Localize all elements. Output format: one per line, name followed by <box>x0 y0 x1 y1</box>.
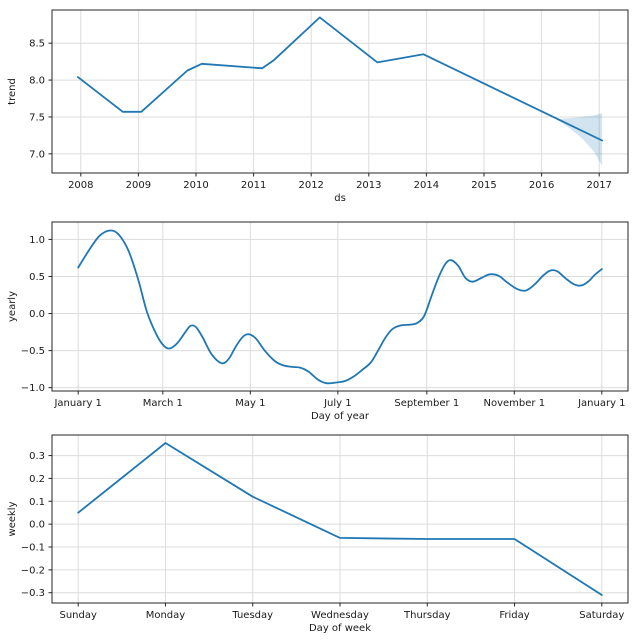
yearly-y-tick-label: 0.5 <box>29 272 45 283</box>
trend-x-tick-label: 2008 <box>68 180 93 191</box>
yearly-line <box>77 229 603 385</box>
trend-y-tick-label: 7.0 <box>29 149 45 160</box>
yearly-axes-spines <box>51 221 629 392</box>
weekly-y-tick-label: 0.1 <box>29 497 45 508</box>
trend-y-tick-label: 8.0 <box>29 76 45 87</box>
trend-x-tick-label: 2017 <box>586 180 611 191</box>
weekly-x-tick-label: Tuesday <box>231 610 273 621</box>
yearly-xlabel: Day of year <box>311 411 370 422</box>
yearly-y-tick-label: −1.0 <box>21 383 45 394</box>
yearly-x-tick-label: July 1 <box>323 398 352 409</box>
trend-line <box>77 16 603 142</box>
yearly-x-tick-label: January 1 <box>577 398 625 409</box>
weekly-x-tick-label: Wednesday <box>311 610 369 621</box>
trend-x-tick-label: 2012 <box>298 180 323 191</box>
trend-ylabel: trend <box>7 78 18 105</box>
yearly-ylabel: yearly <box>7 291 18 322</box>
weekly-x-tick-label: Saturday <box>579 610 624 621</box>
yearly-x-tick-label: January 1 <box>53 398 101 409</box>
trend-xlabel: ds <box>334 193 346 204</box>
weekly-line <box>77 442 603 596</box>
trend-axes-spines <box>51 9 629 174</box>
weekly-x-tick-label: Friday <box>499 610 529 621</box>
trend-y-tick-label: 7.5 <box>29 112 45 123</box>
weekly-ylabel: weekly <box>7 501 18 536</box>
trend-x-tick-label: 2015 <box>471 180 496 191</box>
weekly-xlabel: Day of week <box>309 623 371 634</box>
weekly-x-tick-label: Sunday <box>59 610 96 621</box>
trend-uncertainty-band <box>557 113 603 166</box>
weekly-y-tick-label: 0.3 <box>29 451 45 462</box>
trend-x-tick-label: 2014 <box>414 180 439 191</box>
weekly-y-tick-label: −0.1 <box>21 543 45 554</box>
trend-y-tick-label: 8.5 <box>29 39 45 50</box>
yearly-x-tick-label: March 1 <box>143 398 183 409</box>
weekly-y-tick-label: −0.3 <box>21 588 45 599</box>
trend-x-tick-label: 2016 <box>529 180 554 191</box>
weekly-y-tick-label: −0.2 <box>21 565 45 576</box>
yearly-y-tick-label: 0.0 <box>29 309 45 320</box>
yearly-x-tick-label: September 1 <box>394 398 459 409</box>
trend-x-tick-label: 2013 <box>356 180 381 191</box>
weekly-x-tick-label: Thursday <box>403 610 451 621</box>
yearly-y-tick-label: −0.5 <box>21 346 45 357</box>
yearly-x-tick-label: May 1 <box>235 398 265 409</box>
trend-x-tick-label: 2009 <box>126 180 151 191</box>
trend-x-tick-label: 2010 <box>183 180 208 191</box>
weekly-y-tick-label: 0.0 <box>29 520 45 531</box>
yearly-y-tick-label: 1.0 <box>29 235 45 246</box>
yearly-x-tick-label: November 1 <box>484 398 546 409</box>
weekly-y-tick-label: 0.2 <box>29 474 45 485</box>
weekly-x-tick-label: Monday <box>146 610 186 621</box>
trend-x-tick-label: 2011 <box>241 180 266 191</box>
